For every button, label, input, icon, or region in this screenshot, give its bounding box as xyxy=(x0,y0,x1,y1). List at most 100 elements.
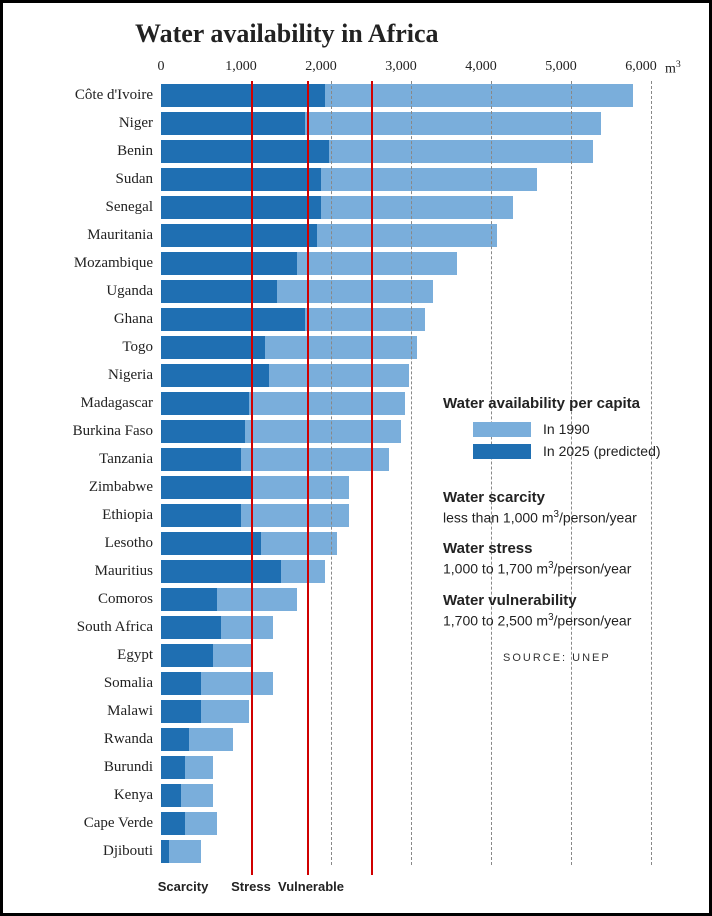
table-row: Rwanda xyxy=(31,725,691,753)
table-row: Mozambique xyxy=(31,249,691,277)
country-label: Sudan xyxy=(31,171,161,188)
bar-2025 xyxy=(161,168,321,191)
bar-2025 xyxy=(161,224,317,247)
bar-cell xyxy=(161,728,641,751)
x-tick: 1,000 xyxy=(225,59,257,75)
bar-2025 xyxy=(161,84,325,107)
bar-2025 xyxy=(161,112,305,135)
table-row: Burundi xyxy=(31,753,691,781)
bar-cell xyxy=(161,280,641,303)
country-label: Lesotho xyxy=(31,535,161,552)
country-label: Malawi xyxy=(31,703,161,720)
country-label: Ethiopia xyxy=(31,507,161,524)
definition-desc: less than 1,000 m3/person/year xyxy=(443,508,693,528)
chart-frame: Water availability in Africa 01,0002,000… xyxy=(0,0,712,916)
bar-2025 xyxy=(161,420,245,443)
country-label: Uganda xyxy=(31,283,161,300)
bar-cell xyxy=(161,840,641,863)
table-row: Malawi xyxy=(31,697,691,725)
legend-row: In 2025 (predicted) xyxy=(473,442,693,462)
bar-cell xyxy=(161,140,641,163)
table-row: Senegal xyxy=(31,193,691,221)
bar-2025 xyxy=(161,644,213,667)
x-tick: 5,000 xyxy=(545,59,577,75)
bar-cell xyxy=(161,308,641,331)
x-tick: 6,000 xyxy=(625,59,657,75)
bar-cell xyxy=(161,364,641,387)
table-row: Cape Verde xyxy=(31,809,691,837)
threshold-label: Vulnerable xyxy=(278,879,344,894)
source-text: SOURCE: UNEP xyxy=(503,651,693,666)
table-row: Mauritania xyxy=(31,221,691,249)
country-label: South Africa xyxy=(31,619,161,636)
country-label: Zimbabwe xyxy=(31,479,161,496)
country-label: Somalia xyxy=(31,675,161,692)
country-label: Djibouti xyxy=(31,843,161,860)
legend-swatch xyxy=(473,422,531,437)
bar-cell xyxy=(161,812,641,835)
country-label: Cape Verde xyxy=(31,815,161,832)
country-label: Ghana xyxy=(31,311,161,328)
table-row: Benin xyxy=(31,137,691,165)
threshold-labels: ScarcityStressVulnerable xyxy=(143,879,623,899)
bar-2025 xyxy=(161,616,221,639)
bar-2025 xyxy=(161,588,217,611)
x-tick: 3,000 xyxy=(385,59,417,75)
bar-2025 xyxy=(161,336,265,359)
bar-2025 xyxy=(161,140,329,163)
country-label: Mauritius xyxy=(31,563,161,580)
legend-title: Water availability per capita xyxy=(443,393,693,414)
country-label: Madagascar xyxy=(31,395,161,412)
bar-2025 xyxy=(161,476,253,499)
bar-2025 xyxy=(161,280,277,303)
x-unit: m3 xyxy=(665,59,681,78)
definition-term: Water stress xyxy=(443,538,693,559)
country-label: Rwanda xyxy=(31,731,161,748)
bar-cell xyxy=(161,756,641,779)
table-row: Sudan xyxy=(31,165,691,193)
definitions: Water scarcityless than 1,000 m3/person/… xyxy=(443,487,693,631)
bar-2025 xyxy=(161,504,241,527)
definition-desc: 1,700 to 2,500 m3/person/year xyxy=(443,611,693,631)
legend-items: In 1990In 2025 (predicted) xyxy=(443,420,693,461)
table-row: Ghana xyxy=(31,305,691,333)
bar-cell xyxy=(161,84,641,107)
country-label: Niger xyxy=(31,115,161,132)
definition-term: Water scarcity xyxy=(443,487,693,508)
bar-2025 xyxy=(161,392,249,415)
table-row: Niger xyxy=(31,109,691,137)
bar-2025 xyxy=(161,308,305,331)
country-label: Egypt xyxy=(31,647,161,664)
table-row: Kenya xyxy=(31,781,691,809)
definition-desc: 1,000 to 1,700 m3/person/year xyxy=(443,559,693,579)
country-label: Côte d'Ivoire xyxy=(31,87,161,104)
threshold-label: Stress xyxy=(231,879,271,894)
bar-2025 xyxy=(161,196,321,219)
country-label: Comoros xyxy=(31,591,161,608)
x-tick: 2,000 xyxy=(305,59,337,75)
country-label: Burundi xyxy=(31,759,161,776)
table-row: Côte d'Ivoire xyxy=(31,81,691,109)
country-label: Nigeria xyxy=(31,367,161,384)
bar-2025 xyxy=(161,728,189,751)
bar-cell xyxy=(161,700,641,723)
legend-swatch xyxy=(473,444,531,459)
bar-2025 xyxy=(161,812,185,835)
bar-2025 xyxy=(161,252,297,275)
country-label: Senegal xyxy=(31,199,161,216)
definition-term: Water vulnerability xyxy=(443,590,693,611)
country-label: Burkina Faso xyxy=(31,423,161,440)
country-label: Tanzania xyxy=(31,451,161,468)
bar-cell xyxy=(161,784,641,807)
chart-title: Water availability in Africa xyxy=(135,19,691,49)
country-label: Togo xyxy=(31,339,161,356)
bar-2025 xyxy=(161,448,241,471)
x-tick: 4,000 xyxy=(465,59,497,75)
bar-cell xyxy=(161,252,641,275)
bar-cell xyxy=(161,168,641,191)
country-label: Mauritania xyxy=(31,227,161,244)
bar-cell xyxy=(161,112,641,135)
bar-cell xyxy=(161,336,641,359)
bar-cell xyxy=(161,196,641,219)
table-row: Djibouti xyxy=(31,837,691,865)
